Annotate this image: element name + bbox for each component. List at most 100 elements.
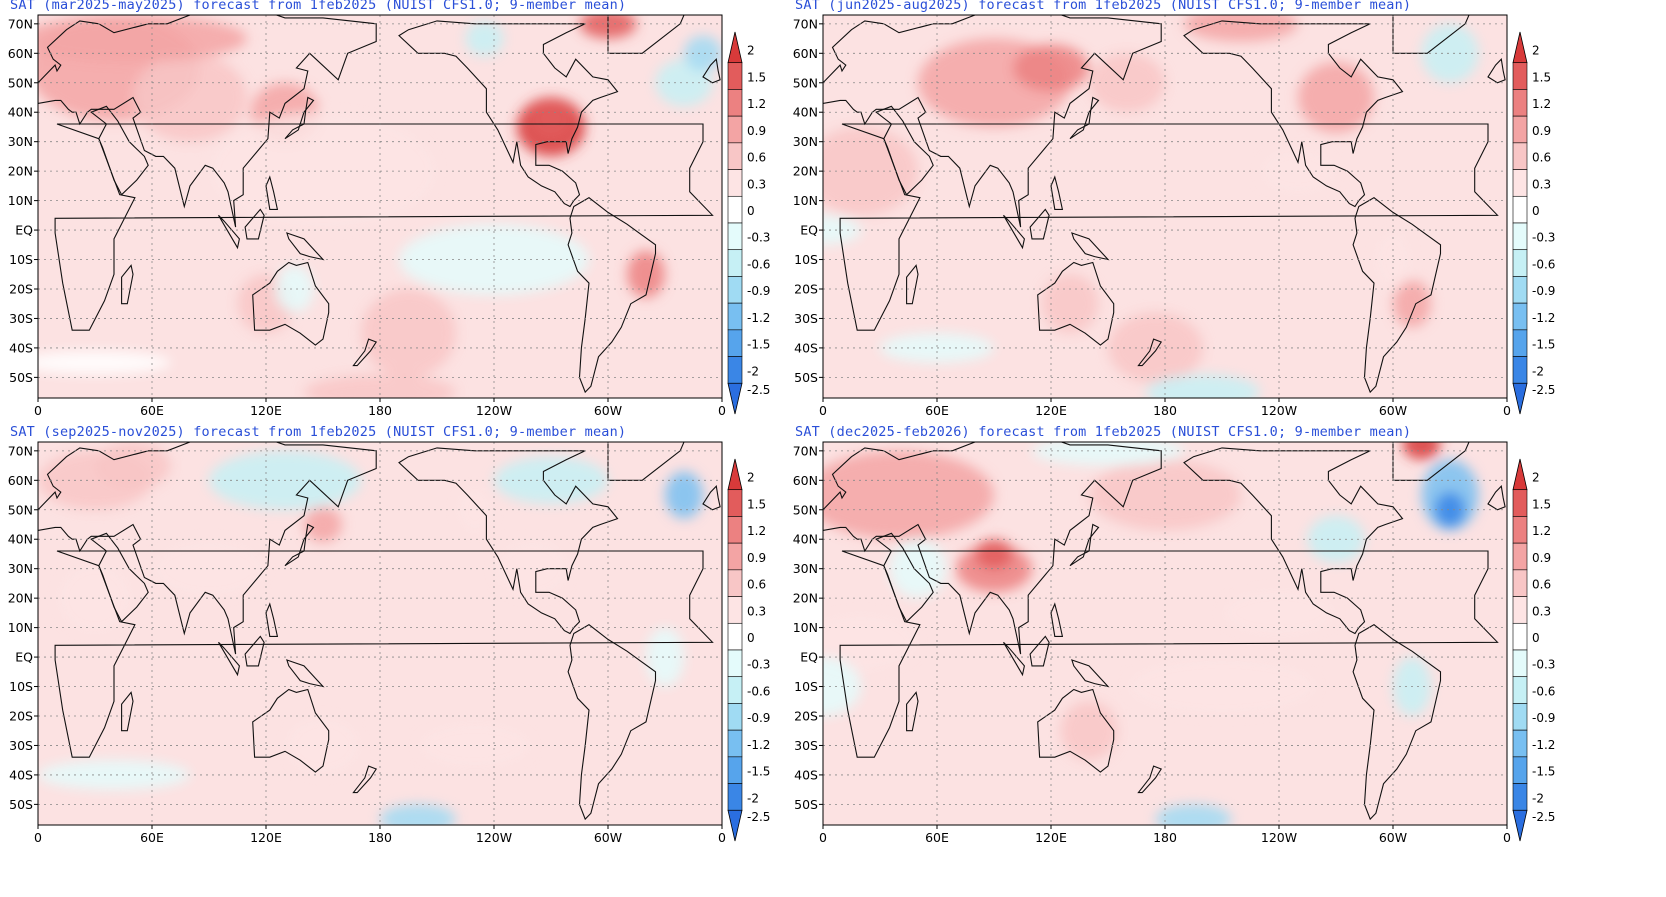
colorbar-band xyxy=(1512,649,1528,678)
anomaly-blob xyxy=(1393,280,1431,328)
colorbar-band xyxy=(727,596,743,624)
coastlines xyxy=(823,15,1506,394)
colorbar-band xyxy=(1512,542,1528,571)
lat-tick-label: 10S xyxy=(9,679,33,694)
coastline xyxy=(352,338,378,367)
coastline xyxy=(252,261,330,346)
coastline xyxy=(1003,641,1025,677)
lat-tick-label: 70N xyxy=(793,16,818,31)
anomaly-blob xyxy=(823,612,918,672)
colorbar-band xyxy=(1512,489,1528,517)
coastline xyxy=(284,96,315,140)
lon-tick-label: 60E xyxy=(140,830,164,845)
lat-tick-label: 20S xyxy=(9,281,33,296)
anomaly-blob xyxy=(38,760,190,790)
colorbar-label: -0.6 xyxy=(747,684,770,698)
colorbar-label: 0 xyxy=(1532,204,1540,218)
lat-tick-label: 30N xyxy=(793,134,818,149)
lon-tick-label: 120W xyxy=(1261,830,1297,845)
colorbar-label: 0.3 xyxy=(747,604,766,618)
colorbar-label: -0.9 xyxy=(1532,711,1555,725)
colorbar-label: 0 xyxy=(747,631,755,645)
coastline xyxy=(567,624,657,821)
lat-tick-label: 50N xyxy=(8,502,33,517)
coastline xyxy=(1029,635,1050,667)
colorbar-label: 0 xyxy=(747,204,755,218)
anomaly-blob xyxy=(361,288,456,378)
lon-tick-label: 120E xyxy=(250,403,282,418)
lat-tick-label: 10S xyxy=(794,679,818,694)
anomaly-blob xyxy=(456,486,494,534)
colorbar-band xyxy=(727,516,743,544)
colorbar-band xyxy=(727,676,743,704)
lon-tick-label: 60W xyxy=(1379,403,1407,418)
colorbar-label: 0.3 xyxy=(1532,604,1551,618)
coastline xyxy=(875,105,934,196)
coastline xyxy=(823,15,1162,228)
lon-tick-label: 60E xyxy=(925,830,949,845)
colorbar-label: -0.9 xyxy=(747,711,770,725)
coastlines xyxy=(38,442,721,821)
anomaly-blob xyxy=(665,471,703,519)
coastline xyxy=(906,691,919,732)
anomaly-blob xyxy=(1032,442,1184,466)
colorbar-label: -1.5 xyxy=(747,765,770,779)
coastline xyxy=(597,442,685,481)
colorbar-band xyxy=(727,249,743,277)
lon-tick-label: 60W xyxy=(1379,830,1407,845)
colorbar-band xyxy=(1512,676,1528,704)
anomaly-blob xyxy=(285,715,361,775)
panel-title: SAT (jun2025-aug2025) forecast from 1feb… xyxy=(795,0,1412,13)
colorbar-band xyxy=(1512,703,1528,731)
colorbar-band xyxy=(727,356,743,384)
colorbar-label: -2.5 xyxy=(747,810,770,824)
coastline xyxy=(284,523,315,567)
colorbar-band xyxy=(1512,622,1528,651)
colorbar-label: 1.5 xyxy=(747,497,766,511)
lat-tick-label: 30N xyxy=(793,561,818,576)
lat-tick-label: 40N xyxy=(8,532,33,547)
colorbar-label: -2.5 xyxy=(747,383,770,397)
colorbar-label: 0.6 xyxy=(747,151,766,165)
panel-title: SAT (sep2025-nov2025) forecast from 1feb… xyxy=(10,424,627,440)
coastline xyxy=(823,442,1162,655)
coastline xyxy=(265,175,279,210)
coastline xyxy=(265,602,279,637)
gridlines xyxy=(823,15,1507,398)
colorbar-band xyxy=(727,142,743,170)
coastline xyxy=(1069,523,1100,567)
colorbar-band xyxy=(727,222,743,251)
sat-anomaly-map: 70N 60N 50N 40N 30N 20N 10N EQ 10S 20S 30S 40S 50S 0 6… xyxy=(8,14,770,418)
coastline xyxy=(90,532,149,623)
lat-tick-label: 40S xyxy=(794,340,818,355)
colorbar-band xyxy=(727,169,743,197)
coastline xyxy=(567,197,657,394)
anomaly-blob xyxy=(1127,657,1317,716)
coastline xyxy=(597,15,685,54)
colorbar-band xyxy=(1512,115,1528,144)
coastline xyxy=(1382,15,1470,54)
colorbar-band xyxy=(727,89,743,117)
lon-tick-label: 120W xyxy=(476,830,512,845)
colorbar-band xyxy=(727,569,743,597)
lat-tick-label: 60N xyxy=(793,46,818,61)
coastline xyxy=(286,659,325,688)
lon-tick-label: 180 xyxy=(368,403,392,418)
coastline xyxy=(1071,659,1110,688)
lat-tick-label: 40N xyxy=(8,105,33,120)
colorbar-end-triangle xyxy=(1512,31,1528,64)
colorbar-band xyxy=(727,329,743,357)
coastline xyxy=(286,232,325,261)
coastline xyxy=(1037,688,1115,773)
anomaly-blob xyxy=(465,20,504,57)
anomaly-blob xyxy=(1089,459,1241,531)
coastline xyxy=(218,214,240,250)
colorbar: 2 1.5 1.2 0.9 0.6 0.3 0 -0.3 -0.6 -0.9 -1.2 -1.5 -2 -… xyxy=(727,31,770,415)
lat-tick-label: 10N xyxy=(8,620,33,635)
colorbar-label: 2 xyxy=(1532,44,1540,58)
colorbar-band xyxy=(1512,329,1528,357)
sat-anomaly-map: 70N 60N 50N 40N 30N 20N 10N EQ 10S 20S 30S 40S 50S 0 6… xyxy=(793,441,1555,845)
colorbar-end-triangle xyxy=(727,382,743,415)
anomaly-blob xyxy=(304,374,456,398)
anomaly-blob xyxy=(494,456,608,504)
